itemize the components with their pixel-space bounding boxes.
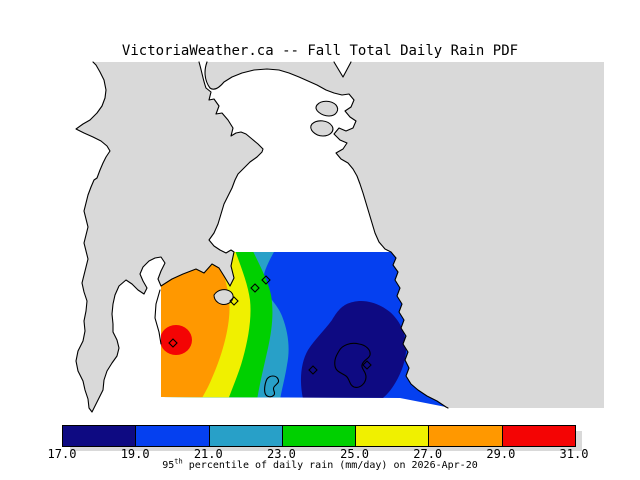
bay-island-coastline [315, 100, 339, 117]
colorbar-segment [135, 426, 209, 446]
station-marker [362, 360, 372, 370]
left-landmass [76, 62, 263, 412]
station-marker [250, 283, 260, 293]
bay-island-coastline [310, 120, 334, 137]
colorbar-segment [281, 426, 356, 446]
colorbar-segment [208, 426, 282, 446]
colorbar-tick: 31.0 [559, 447, 589, 461]
coastal-notch [334, 62, 351, 77]
bay-island [316, 101, 338, 116]
bay-island [310, 120, 333, 136]
colorbar-caption: 95th percentile of daily rain (mm/day) o… [0, 457, 640, 472]
colorbar-segment [501, 426, 575, 446]
station-markers [168, 275, 372, 375]
colorbar-tick: 19.0 [120, 447, 150, 461]
page-title: VictoriaWeather.ca -- Fall Total Daily R… [121, 43, 519, 59]
right-coastline [204, 61, 449, 409]
colorbar-tick: 23.0 [266, 447, 296, 461]
land-fills [76, 62, 605, 412]
coastlines [75, 61, 449, 413]
left-coastline [75, 61, 264, 413]
station-marker [168, 338, 178, 348]
colorbar [62, 425, 576, 447]
station-marker [308, 365, 318, 375]
colorbar-tick: 29.0 [486, 447, 516, 461]
colorbar-tick: 17.0 [47, 447, 77, 461]
band-17-19 [300, 301, 407, 399]
harbour-peninsula [213, 289, 234, 305]
island-outline-large [334, 342, 371, 388]
station-marker [229, 296, 239, 306]
shore-fragment [154, 289, 162, 345]
colorbar-segment [428, 426, 502, 446]
colorbar-tick: 25.0 [340, 447, 370, 461]
island-outline-small [264, 375, 280, 398]
station-marker [261, 275, 271, 285]
caption-text: percentile of daily rain (mm/day) on 202… [182, 460, 478, 471]
colorbar-segment [63, 426, 136, 446]
colorbar-tick: 27.0 [413, 447, 443, 461]
right-landmass [205, 62, 605, 408]
caption-superscript: th [174, 457, 183, 466]
notch-coastline [333, 61, 352, 78]
colorbar-ticks: 17.0 19.0 21.0 23.0 25.0 27.0 29.0 31.0 [0, 448, 640, 461]
colorbar-tick: 21.0 [193, 447, 223, 461]
caption-number: 95 [162, 460, 175, 471]
band-29-31 [161, 325, 192, 355]
colorbar-segment [355, 426, 429, 446]
